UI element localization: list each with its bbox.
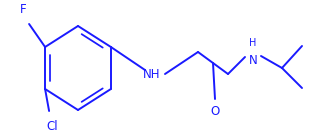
- Text: NH: NH: [143, 67, 161, 81]
- Text: N: N: [249, 54, 257, 67]
- Text: H: H: [249, 38, 257, 48]
- Text: O: O: [210, 105, 220, 118]
- Text: Cl: Cl: [46, 120, 58, 133]
- Text: F: F: [20, 3, 26, 16]
